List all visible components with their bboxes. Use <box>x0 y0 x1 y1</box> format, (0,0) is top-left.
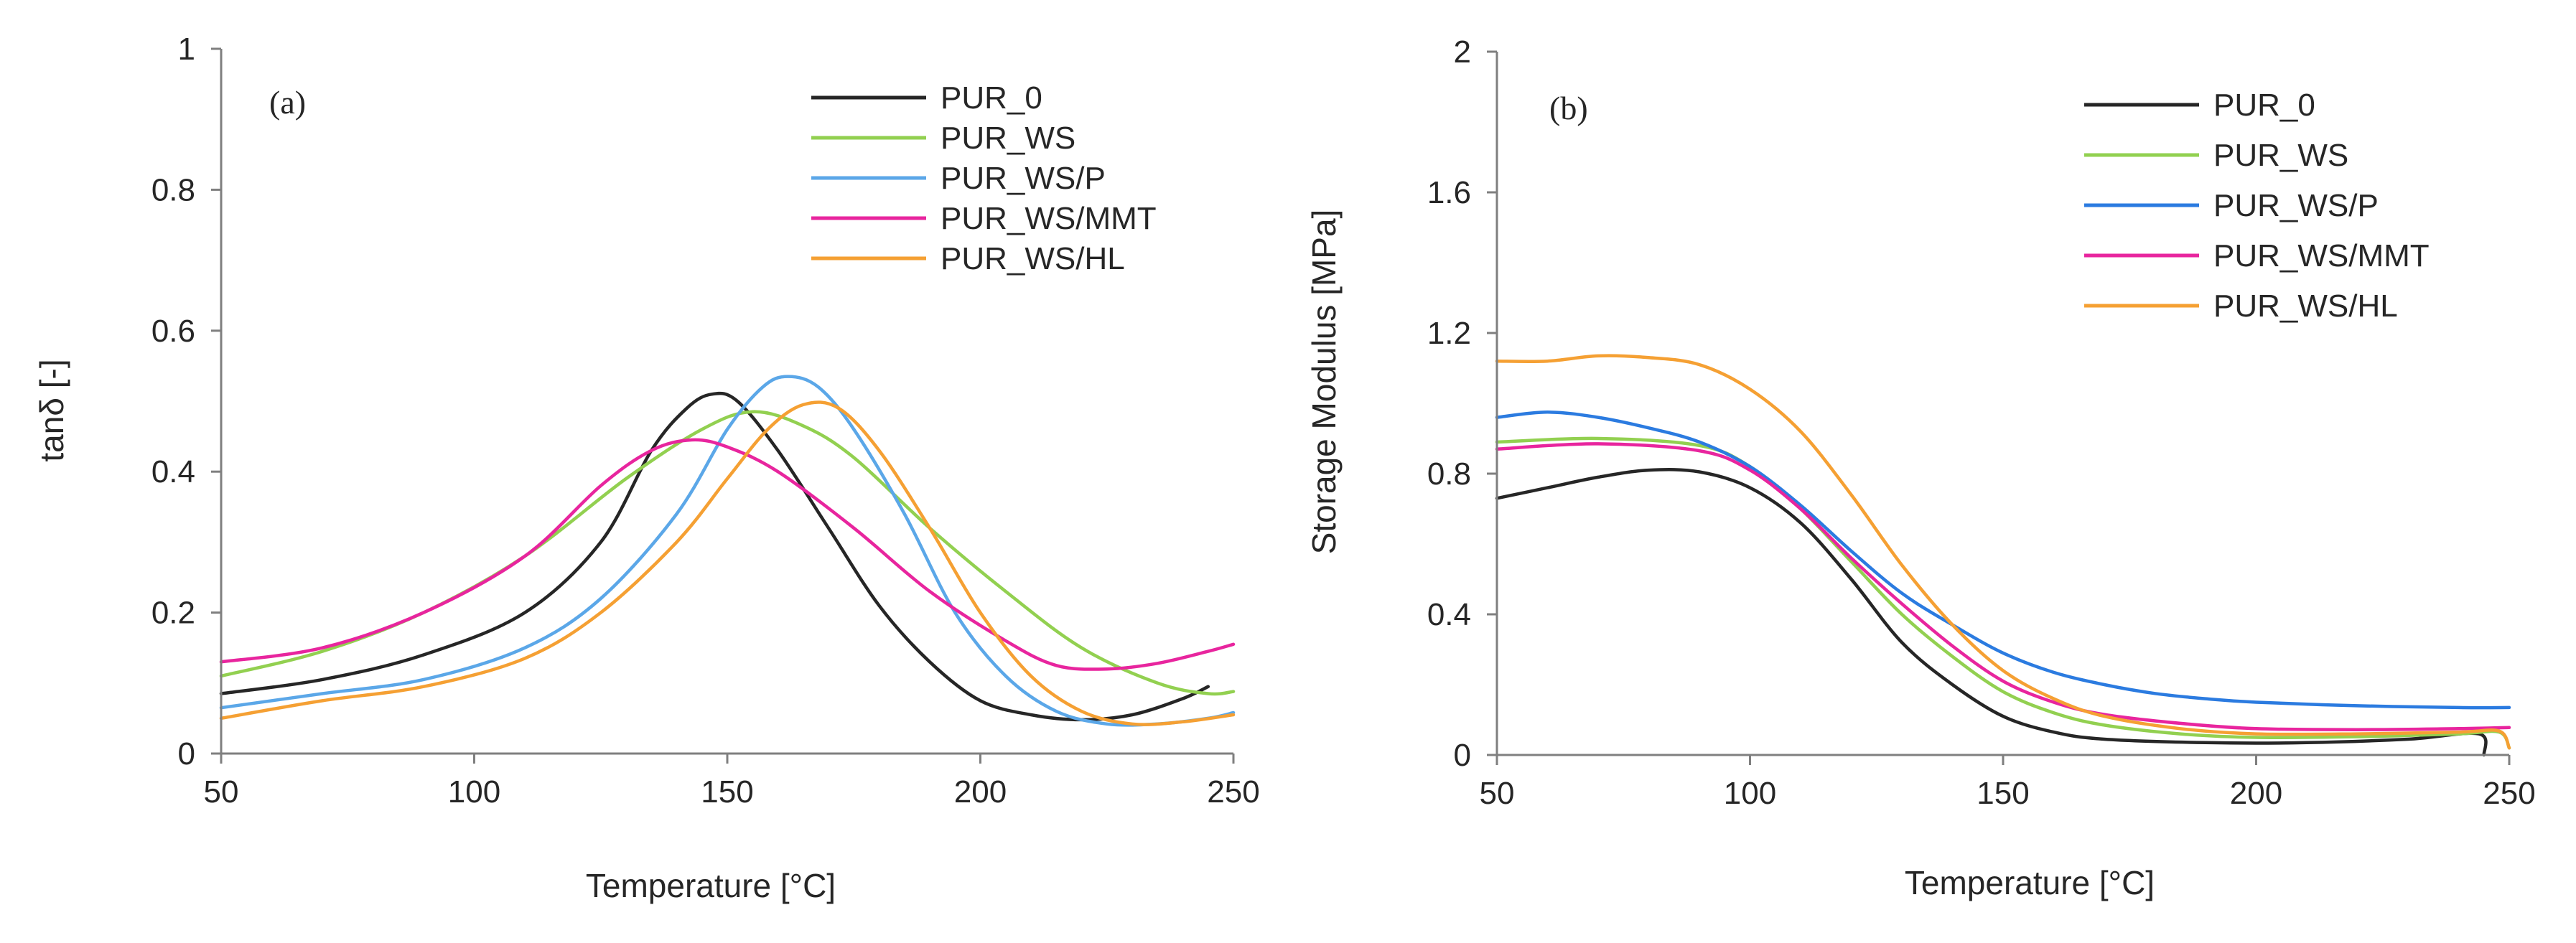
chart-a-series-line-pur-ws-mmt <box>219 438 1236 671</box>
chart-b-series-line-pur-ws-mmt <box>1495 442 2511 731</box>
chart-b-panel-label: (b) <box>1549 90 1588 126</box>
chart-b-x-tick-label: 50 <box>1480 776 1515 811</box>
chart-b-legend-label: PUR_WS/P <box>2213 188 2379 223</box>
chart-b-x-tick-label: 100 <box>1724 776 1776 811</box>
chart-a-legend-label: PUR_0 <box>941 80 1042 116</box>
chart-b-ylabel: Storage Modulus [MPa] <box>1305 210 1343 555</box>
chart-a-x-tick-label: 50 <box>204 774 239 810</box>
chart-a-y-tick-label: 0.4 <box>151 454 195 489</box>
chart-a: (a) tanδ [-] Temperature [°C] 50 100 150 20… <box>33 32 1260 904</box>
chart-a-xlabel: Temperature [°C] <box>586 867 836 904</box>
chart-a-legend: PUR_0 PUR_WS PUR_WS/P PUR_WS/MMT PUR_WS/HL <box>811 80 1157 276</box>
chart-a-x-tick-label: 150 <box>701 774 753 810</box>
chart-b-series-line-pur-ws-hl <box>1495 354 2511 750</box>
chart-b-x-tick-label: 200 <box>2230 776 2282 811</box>
chart-b-y-tick-label: 1.6 <box>1427 175 1471 210</box>
chart-b-y-tick-label: 1.2 <box>1427 316 1471 351</box>
chart-a-y-tick-label: 0.8 <box>151 172 195 207</box>
chart-b-y-tick-label: 0 <box>1454 738 1471 773</box>
chart-a-series <box>219 375 1236 727</box>
chart-b-legend-label: PUR_0 <box>2213 88 2315 123</box>
chart-b-legend-label: PUR_WS <box>2213 138 2348 173</box>
chart-a-legend-label: PUR_WS <box>941 121 1075 156</box>
chart-a-y-tick-label: 0 <box>178 736 195 771</box>
chart-a-panel-label: (a) <box>269 84 306 121</box>
chart-a-x-tick-label: 250 <box>1207 774 1259 810</box>
chart-b-x-tick-label: 250 <box>2483 776 2535 811</box>
chart-a-x-tick-label: 100 <box>448 774 500 810</box>
chart-b-xlabel: Temperature [°C] <box>1905 864 2155 901</box>
chart-b-y-tick-label: 0.4 <box>1427 597 1471 632</box>
chart-b-series-line-pur-0 <box>1495 468 2488 757</box>
chart-b: (b) Storage Modulus [MPa] Temperature [°… <box>1305 34 2536 901</box>
chart-b-y-tick-label: 2 <box>1454 34 1471 70</box>
chart-b-x-tick-label: 150 <box>1977 776 2029 811</box>
chart-a-x-tick-label: 200 <box>954 774 1007 810</box>
chart-b-legend-label: PUR_WS/MMT <box>2213 238 2430 273</box>
chart-a-ylabel: tanδ [-] <box>33 359 70 461</box>
chart-a-legend-label: PUR_WS/HL <box>941 241 1125 276</box>
chart-b-y-tick-label: 0.8 <box>1427 456 1471 492</box>
chart-a-legend-label: PUR_WS/P <box>941 161 1106 196</box>
chart-a-legend-label: PUR_WS/MMT <box>941 201 1157 236</box>
chart-a-ticks: 50 100 150 200 250 0 0.2 0.4 0.6 0.8 1 <box>151 32 1260 810</box>
chart-a-y-tick-label: 0.6 <box>151 314 195 349</box>
chart-b-series <box>1495 354 2511 757</box>
chart-b-legend: PUR_0 PUR_WS PUR_WS/P PUR_WS/MMT PUR_WS/HL <box>2084 88 2430 324</box>
chart-a-series-line-pur-ws-hl <box>219 400 1236 726</box>
chart-a-series-line-pur-ws-p <box>219 375 1236 727</box>
chart-a-series-line-pur-0 <box>219 391 1210 722</box>
chart-a-y-tick-label: 1 <box>178 32 195 67</box>
chart-a-y-tick-label: 0.2 <box>151 596 195 631</box>
chart-b-ticks: 50 100 150 200 250 0 0.4 0.8 1.2 1.6 2 <box>1427 34 2536 811</box>
chart-b-legend-label: PUR_WS/HL <box>2213 288 2398 324</box>
